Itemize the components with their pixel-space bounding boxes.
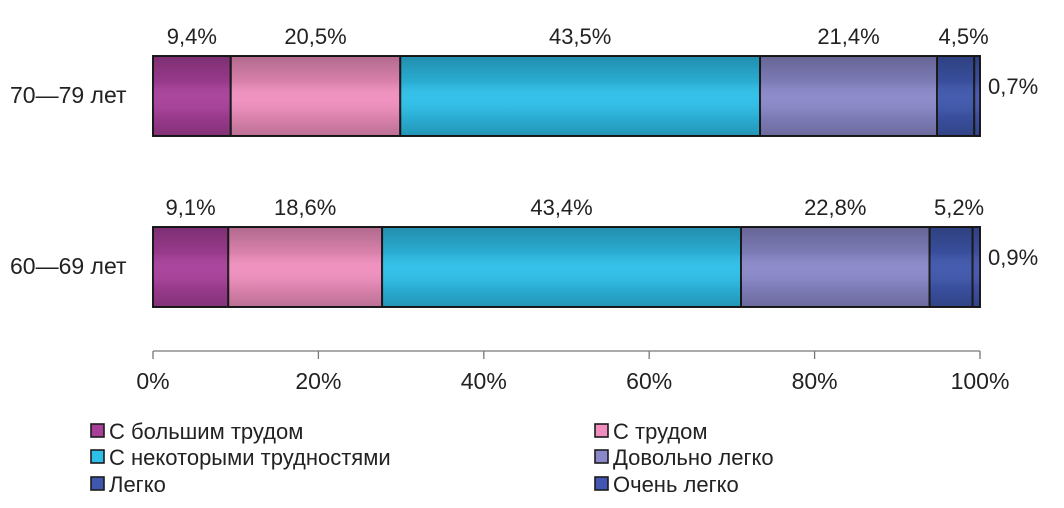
x-tick-label: 100% [951, 368, 1010, 394]
segment-legko [936, 55, 976, 137]
bar-shading [230, 56, 401, 136]
legend-label: Очень легко [613, 472, 739, 497]
segment-s-trudom [229, 55, 402, 137]
data-label: 18,6% [274, 195, 336, 220]
x-axis: 0% 20% 40% 60% 80% 100% [136, 350, 1010, 394]
segment-dovolno-legko [740, 226, 931, 308]
legend-item-legko: Легко [90, 472, 166, 497]
legend-item-dovolno-legko: Довольно легко [594, 445, 774, 470]
x-tick-label: 0% [136, 368, 169, 394]
data-label: 22,8% [804, 195, 866, 220]
labels-layer: 70—79 лет 9,4% 20,5% 43,5% 21,4% 4,5% 0,7% 60—6… [10, 24, 1038, 279]
legend-item-s-trudom: С трудом [594, 419, 708, 444]
data-label: 5,2% [934, 195, 984, 220]
x-tick-label: 60% [626, 368, 672, 394]
row-70-79 [152, 55, 982, 137]
data-label: 20,5% [284, 24, 346, 49]
data-label: 9,4% [167, 24, 217, 49]
bar-shading [400, 56, 761, 136]
segment-bolshim-trudom [152, 55, 232, 137]
bar-shading [929, 227, 973, 307]
bar-shading [153, 56, 231, 136]
legend-label: Легко [109, 472, 166, 497]
legend-label: С некоторыми трудностями [109, 445, 391, 470]
segment-legko [928, 226, 974, 308]
x-tick-label: 80% [792, 368, 838, 394]
legend: С большим трудом С трудом С некоторыми тру… [90, 419, 774, 497]
segment-s-trudom [227, 226, 384, 308]
bars-layer [152, 55, 982, 308]
legend-swatch [594, 476, 609, 491]
legend-item-nekotorymi-trudnostyami: С некоторыми трудностями [90, 445, 391, 470]
bar-shading [937, 56, 975, 136]
segment-bolshim-trudom [152, 226, 230, 308]
bar-shading [741, 227, 930, 307]
legend-label: С трудом [613, 419, 708, 444]
legend-swatch [90, 476, 105, 491]
data-label: 0,7% [988, 74, 1038, 99]
data-label: 21,4% [817, 24, 879, 49]
bar-shading [382, 227, 741, 307]
data-label: 43,4% [530, 195, 592, 220]
bar-shading [974, 56, 980, 136]
data-label: 43,5% [549, 24, 611, 49]
x-tick-label: 40% [461, 368, 507, 394]
segment-dovolno-legko [759, 55, 939, 137]
segment-ochen-legko [971, 226, 981, 308]
legend-label: Довольно легко [613, 445, 774, 470]
category-label: 60—69 лет [10, 253, 127, 279]
legend-swatch [90, 423, 105, 438]
legend-item-ochen-legko: Очень легко [594, 472, 739, 497]
legend-label: С большим трудом [109, 419, 303, 444]
legend-swatch [594, 449, 609, 464]
segment-nekotorymi-trudnostyami [399, 55, 762, 137]
data-label: 9,1% [166, 195, 216, 220]
row-60-69 [152, 226, 981, 308]
data-label: 0,9% [988, 245, 1038, 270]
category-label: 70—79 лет [10, 82, 127, 108]
legend-swatch [90, 449, 105, 464]
bar-shading [228, 227, 383, 307]
x-tick-label: 20% [295, 368, 341, 394]
bar-shading [972, 227, 980, 307]
bar-shading [760, 56, 937, 136]
segment-ochen-legko [973, 55, 982, 137]
bar-shading [153, 227, 229, 307]
data-label: 4,5% [939, 24, 989, 49]
legend-swatch [594, 423, 609, 438]
segment-nekotorymi-trudnostyami [381, 226, 742, 308]
legend-item-bolshim-trudom: С большим трудом [90, 419, 303, 444]
